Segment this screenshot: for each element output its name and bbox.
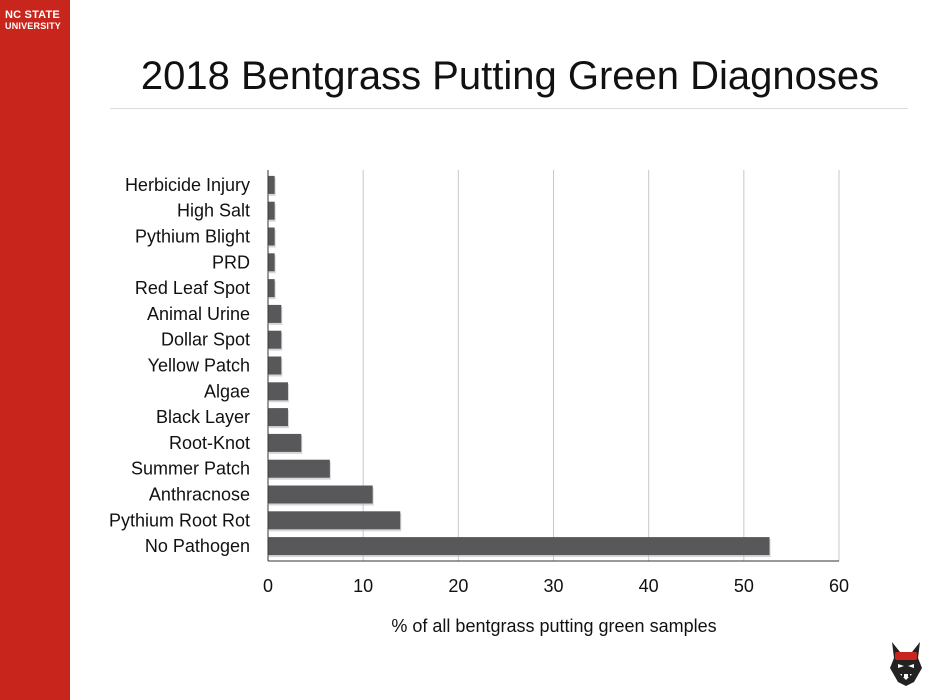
bar-prd bbox=[268, 253, 275, 272]
category-label: Herbicide Injury bbox=[125, 175, 250, 195]
x-axis-label: % of all bentgrass putting green samples bbox=[391, 616, 716, 636]
category-label: Root-Knot bbox=[169, 433, 250, 453]
bar-pythium-root-rot bbox=[268, 511, 401, 530]
x-tick-label: 60 bbox=[829, 576, 849, 596]
x-tick-labels: 0 10 20 30 40 50 60 bbox=[263, 576, 849, 596]
bar-animal-urine bbox=[268, 304, 282, 323]
category-label: Yellow Patch bbox=[148, 356, 250, 376]
bar-yellow-patch bbox=[268, 356, 282, 375]
wolf-mascot-icon bbox=[890, 642, 922, 686]
bar-herbicide-injury bbox=[268, 175, 275, 194]
logo-line-2: UNIVERSITY bbox=[5, 21, 62, 31]
bar-summer-patch bbox=[268, 459, 330, 478]
sidebar-band: NC STATE UNIVERSITY bbox=[0, 0, 70, 700]
category-label: Summer Patch bbox=[131, 459, 250, 479]
bar-root-knot bbox=[268, 433, 302, 452]
bar-high-salt bbox=[268, 201, 275, 220]
category-label: Dollar Spot bbox=[161, 330, 250, 350]
bar-black-layer bbox=[268, 408, 288, 427]
x-tick-label: 10 bbox=[353, 576, 373, 596]
x-tick-label: 30 bbox=[543, 576, 563, 596]
nc-state-logo: NC STATE UNIVERSITY bbox=[5, 10, 67, 31]
category-label: Animal Urine bbox=[147, 304, 250, 324]
bar-anthracnose bbox=[268, 485, 373, 504]
gridlines bbox=[362, 170, 840, 561]
category-labels: Herbicide Injury High Salt Pythium Blight P… bbox=[109, 175, 250, 556]
category-label: Pythium Root Rot bbox=[109, 510, 250, 530]
category-label: Black Layer bbox=[156, 407, 250, 427]
x-tick-label: 0 bbox=[263, 576, 273, 596]
category-label: Pythium Blight bbox=[135, 227, 250, 247]
bar-dollar-spot bbox=[268, 330, 282, 349]
category-label: Algae bbox=[204, 381, 250, 401]
category-label: Anthracnose bbox=[149, 485, 250, 505]
category-label: PRD bbox=[212, 252, 250, 272]
bar-red-leaf-spot bbox=[268, 279, 275, 298]
bar-pythium-blight bbox=[268, 227, 275, 246]
bar-algae bbox=[268, 382, 288, 401]
axes bbox=[267, 170, 839, 562]
x-tick-label: 50 bbox=[734, 576, 754, 596]
category-label: High Salt bbox=[177, 201, 250, 221]
bars bbox=[268, 175, 771, 558]
bar-no-pathogen bbox=[268, 537, 770, 556]
logo-line-1: NC STATE bbox=[5, 9, 60, 21]
x-tick-label: 40 bbox=[639, 576, 659, 596]
category-label: No Pathogen bbox=[145, 536, 250, 556]
chart-title: 2018 Bentgrass Putting Green Diagnoses bbox=[140, 54, 880, 98]
title-divider bbox=[110, 108, 908, 109]
category-label: Red Leaf Spot bbox=[135, 278, 250, 298]
x-tick-label: 20 bbox=[448, 576, 468, 596]
